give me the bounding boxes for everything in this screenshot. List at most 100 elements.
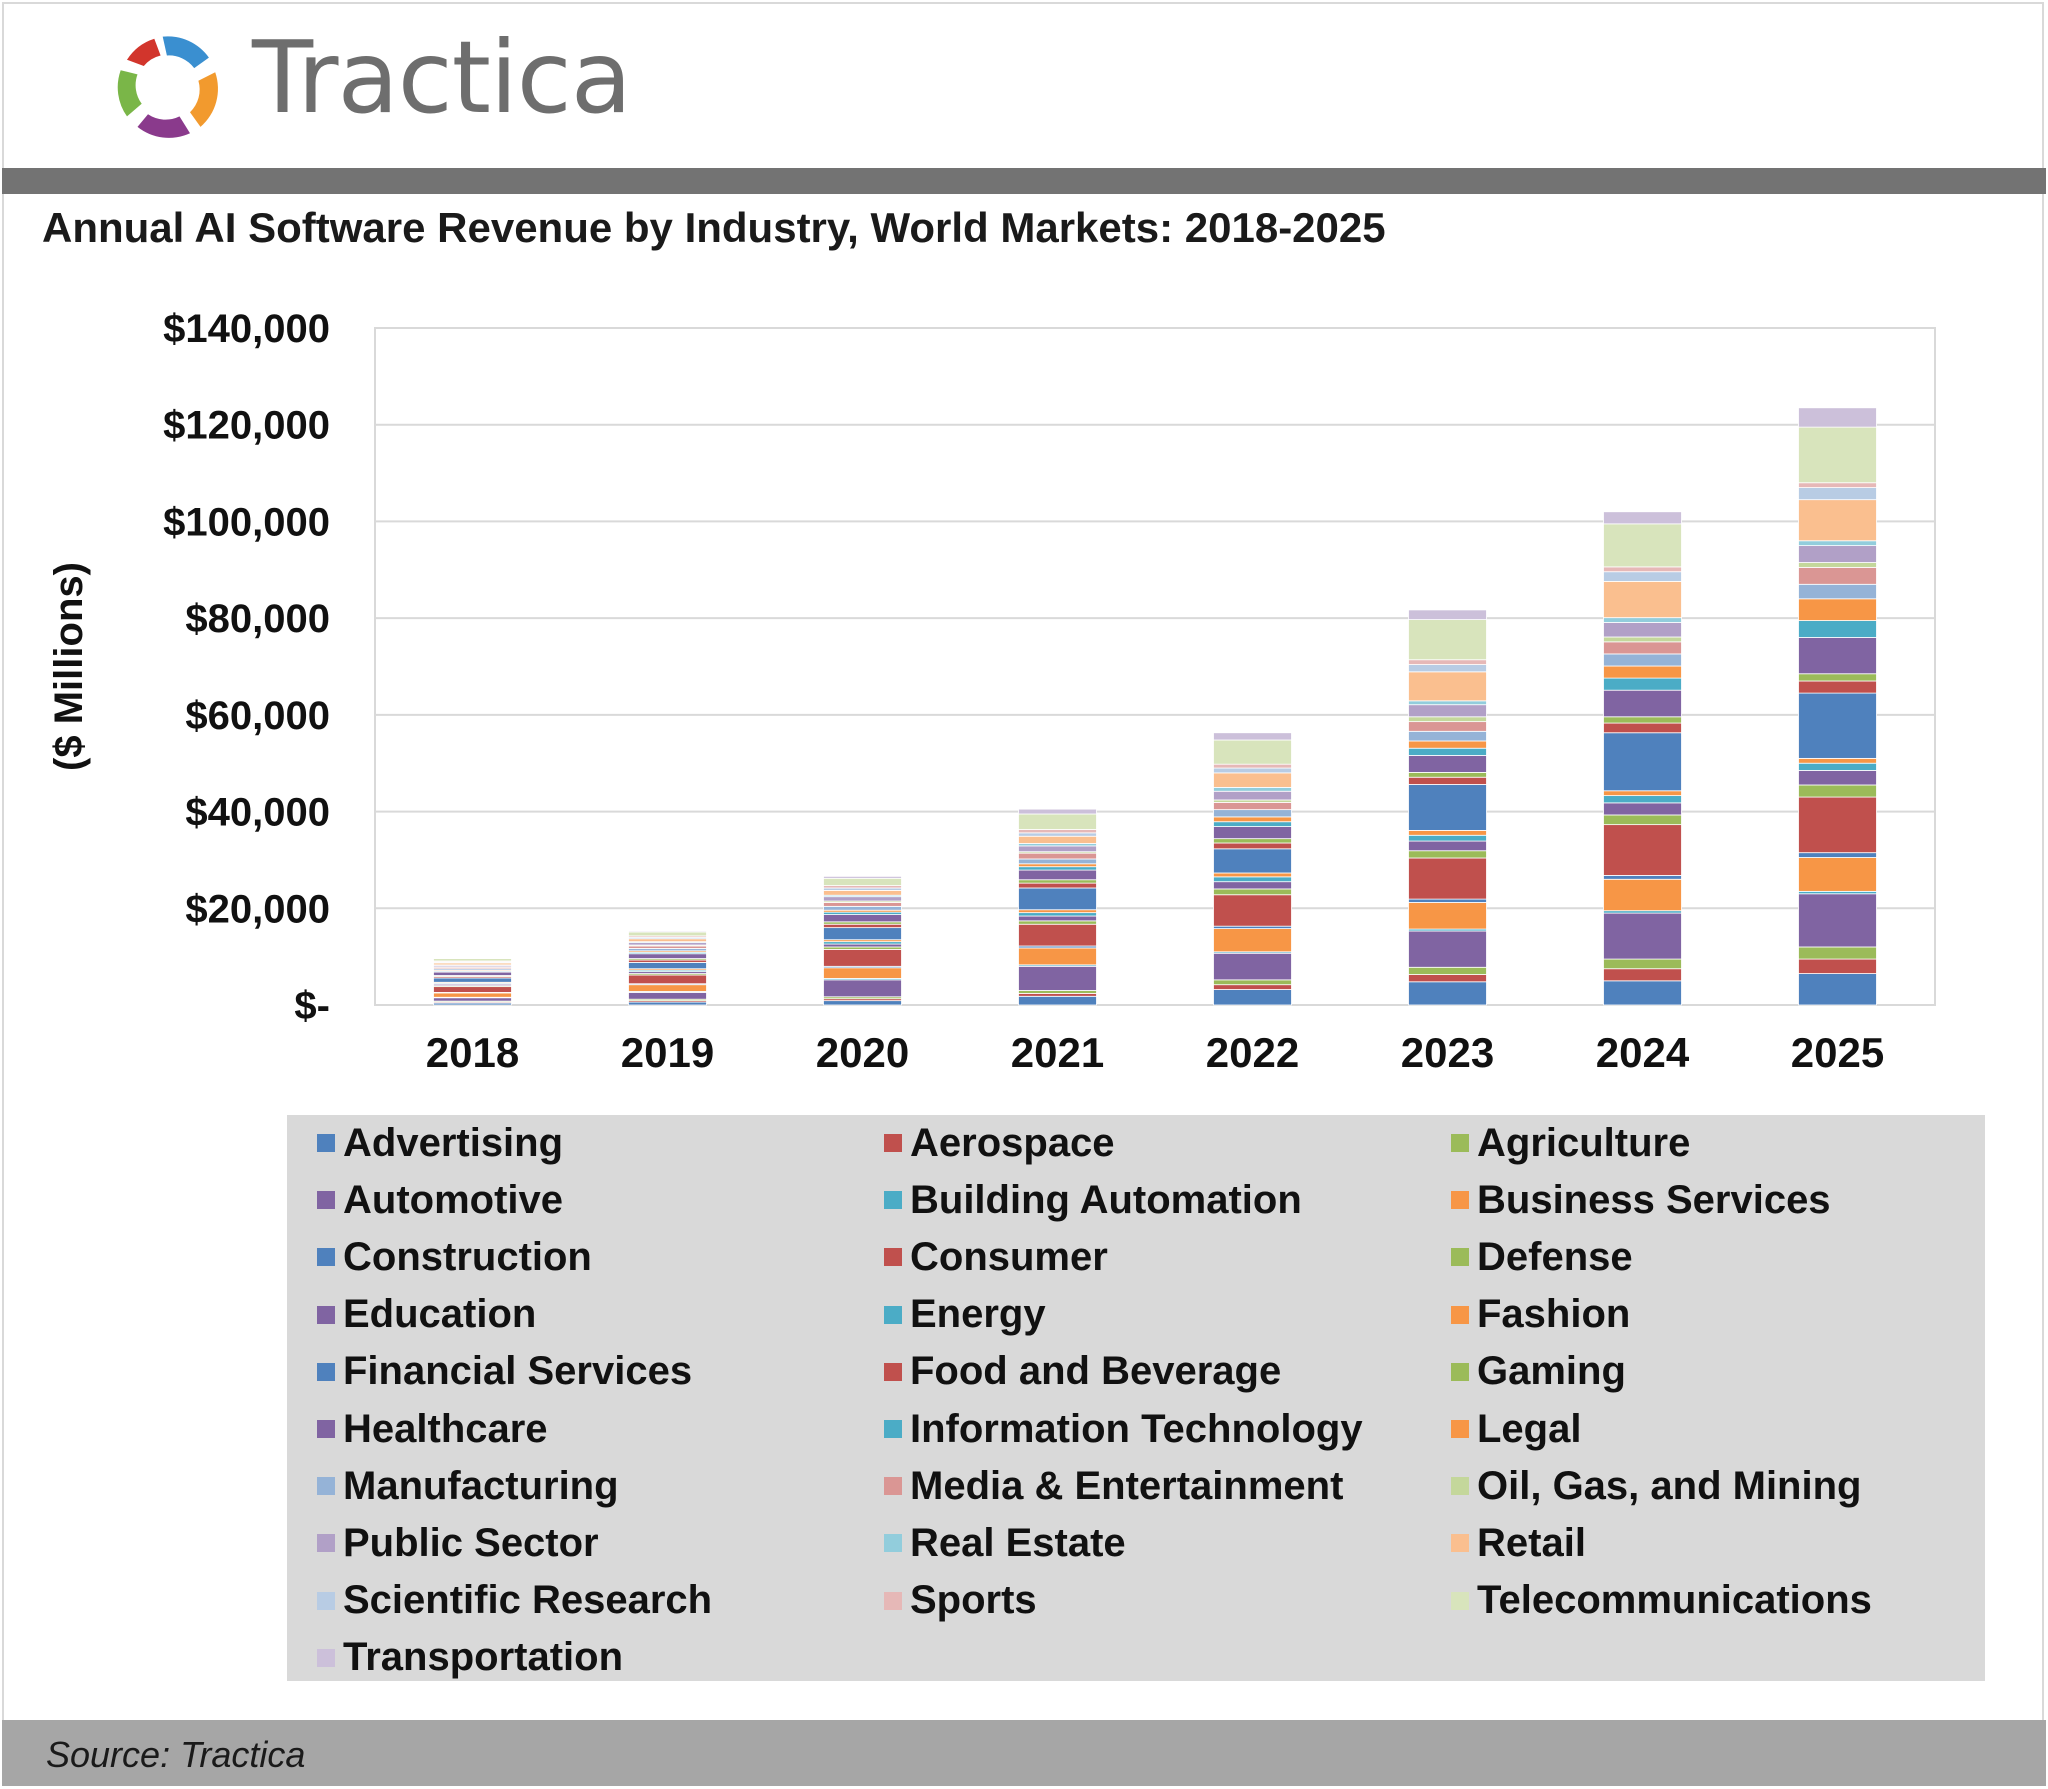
bar-segment xyxy=(1603,958,1682,970)
bar-segment xyxy=(1798,562,1877,568)
bar-segment xyxy=(433,977,512,983)
bar-segment xyxy=(1603,580,1682,619)
bar-segment xyxy=(1213,739,1292,765)
legend-swatch xyxy=(317,1362,335,1381)
bar-segment xyxy=(1408,772,1487,778)
bar-segment xyxy=(1408,664,1487,673)
bar-segment xyxy=(1018,858,1097,865)
bar-segment xyxy=(1603,566,1682,573)
bar-segment xyxy=(1213,732,1292,741)
bar-segment xyxy=(1798,796,1877,854)
bar-segment xyxy=(1408,659,1487,665)
bar-segment xyxy=(1408,704,1487,718)
legend-swatch xyxy=(317,1248,335,1267)
legend-item: Energy xyxy=(884,1292,1046,1337)
legend-label: Fashion xyxy=(1477,1292,1631,1337)
legend-label: Food and Beverage xyxy=(910,1349,1282,1394)
bar-segment xyxy=(1798,545,1877,563)
bar-segment xyxy=(1018,863,1097,868)
bar-segment xyxy=(1213,989,1292,1006)
x-tick-label: 2019 xyxy=(621,1029,714,1076)
bar-segment xyxy=(1018,887,1097,911)
bar-segment xyxy=(1603,980,1682,1006)
legend-item: Building Automation xyxy=(884,1178,1302,1222)
bar-segment xyxy=(1798,566,1877,585)
bar-segment xyxy=(1603,617,1682,623)
legend-item: Retail xyxy=(1451,1521,1586,1565)
bar-segment xyxy=(1603,511,1682,525)
bar-segment xyxy=(1798,426,1877,484)
bar-segment xyxy=(1018,923,1097,947)
legend-label: Manufacturing xyxy=(343,1463,619,1508)
x-tick-label: 2021 xyxy=(1011,1029,1104,1076)
bar-segment xyxy=(628,930,707,933)
bar-segment xyxy=(823,896,902,902)
bar-segment xyxy=(1018,829,1097,834)
legend-swatch xyxy=(1451,1477,1469,1496)
x-tick-label: 2020 xyxy=(816,1029,909,1076)
y-tick-label: $40,000 xyxy=(185,791,330,835)
legend-swatch xyxy=(884,1248,902,1267)
bar-segment xyxy=(1798,598,1877,621)
legend-label: Building Automation xyxy=(910,1177,1302,1222)
bar-segment xyxy=(1408,902,1487,930)
bar-segment xyxy=(1018,947,1097,966)
x-tick-label: 2022 xyxy=(1206,1029,1299,1076)
bar-segment xyxy=(823,943,902,948)
legend-swatch xyxy=(1451,1134,1469,1152)
legend-item: Telecommunications xyxy=(1451,1578,1872,1623)
legend-swatch xyxy=(317,1191,335,1210)
bar-segment xyxy=(628,1001,707,1006)
legend-item: Business Services xyxy=(1451,1178,1831,1222)
bar-segment xyxy=(1408,966,1487,975)
legend-label: Advertising xyxy=(343,1120,564,1165)
bar-segment xyxy=(433,997,512,1002)
legend-label: Defense xyxy=(1477,1234,1633,1279)
source-text: Source: Tractica xyxy=(46,1734,306,1775)
legend-label: Telecommunications xyxy=(1477,1578,1872,1623)
bar-segment xyxy=(1798,692,1877,759)
bar-segment xyxy=(823,1000,902,1006)
bar-segment xyxy=(433,971,512,976)
bar-segment xyxy=(1798,407,1877,428)
legend-item: Advertising xyxy=(317,1121,563,1165)
bar-segment xyxy=(1408,730,1487,742)
bar-segment xyxy=(628,962,707,970)
bar-segment xyxy=(1018,882,1097,889)
bar-segment xyxy=(1798,770,1877,786)
legend-swatch xyxy=(1451,1191,1469,1210)
bar-segment xyxy=(1018,808,1097,815)
bar-segment xyxy=(1018,845,1097,853)
bar-segment xyxy=(1408,747,1487,756)
bar-segment xyxy=(1408,609,1487,620)
x-tick-label: 2018 xyxy=(426,1029,519,1076)
legend-item: Construction xyxy=(317,1235,592,1279)
legend-item: Healthcare xyxy=(317,1407,548,1451)
legend-swatch xyxy=(317,1534,335,1553)
y-tick-label: $- xyxy=(294,984,330,1028)
legend-item: Gaming xyxy=(1451,1349,1626,1394)
bar-segment xyxy=(1603,790,1682,797)
bar-segment xyxy=(1408,857,1487,900)
legend-swatch xyxy=(1451,1591,1469,1610)
legend-item: Education xyxy=(317,1292,536,1337)
bar-segment xyxy=(1018,990,1097,994)
bar-segment xyxy=(1408,830,1487,836)
brand-name: Tractica xyxy=(252,19,632,136)
bar-segment xyxy=(1213,848,1292,874)
legend-swatch xyxy=(884,1477,902,1496)
bar-segment xyxy=(1018,879,1097,884)
legend-item: Scientific Research xyxy=(317,1578,712,1623)
legend-swatch xyxy=(884,1305,902,1324)
bar-segment xyxy=(1213,838,1292,844)
legend-label: Media & Entertainment xyxy=(910,1463,1344,1508)
bar-segment xyxy=(1213,767,1292,774)
bar-segment xyxy=(1408,716,1487,723)
bar-segment xyxy=(628,931,707,937)
legend-label: Aerospace xyxy=(910,1120,1115,1165)
bar-segment xyxy=(1213,984,1292,990)
bar-segment xyxy=(1213,888,1292,896)
bar-segment xyxy=(823,914,902,923)
source-footer: Source: Tractica xyxy=(2,1720,2046,1786)
bar-segment xyxy=(1603,722,1682,734)
